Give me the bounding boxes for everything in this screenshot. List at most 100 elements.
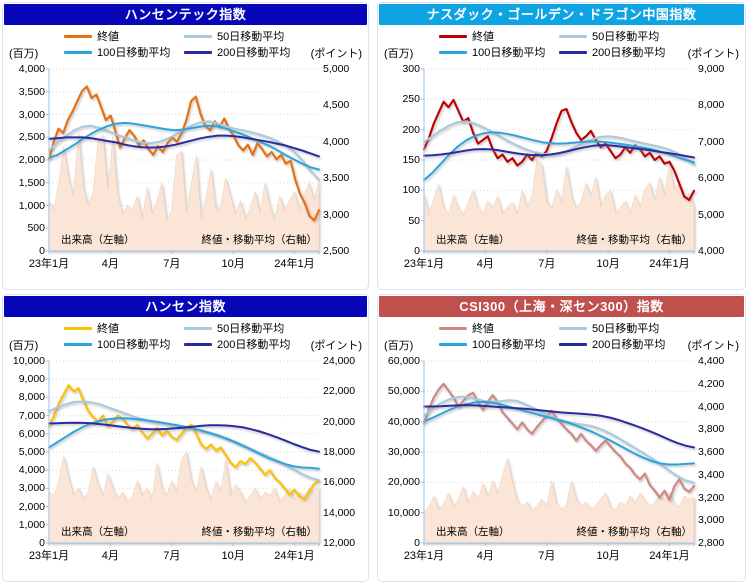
right-axis-tick: 4,400 <box>698 355 725 367</box>
price-axis-note: 終値・移動平均（右軸） <box>576 234 693 246</box>
ma50-line-swatch <box>559 34 587 38</box>
legend-item-ma50: 50日移動平均 <box>184 29 284 43</box>
right-axis-tick: 3,400 <box>698 468 725 481</box>
left-axis-tick: 4,000 <box>18 464 45 477</box>
chart-title-bar: ナスダック・ゴールデン・ドラゴン中国指数 <box>379 4 744 25</box>
right-axis-tick: 18,000 <box>323 446 356 458</box>
legend-item-ma50: 50日移動平均 <box>559 29 659 43</box>
legend-label-ma100: 100日移動平均 <box>472 47 546 59</box>
legend-label-ma200: 200日移動平均 <box>592 339 666 351</box>
x-axis-tick: 24年1月 <box>649 258 690 270</box>
chart-title-bar: ハンセンテック指数 <box>4 4 367 25</box>
chart-title: ナスダック・ゴールデン・ドラゴン中国指数 <box>426 7 697 22</box>
right-axis-tick: 24,000 <box>323 355 356 367</box>
left-axis-tick: 50 <box>408 214 420 227</box>
right-axis-tick: 3,500 <box>323 172 350 185</box>
legend-label-ma50: 50日移動平均 <box>592 323 660 335</box>
left-axis-tick: 0 <box>414 537 420 549</box>
x-axis-tick: 10月 <box>221 550 245 562</box>
close-line <box>422 98 696 202</box>
x-axis-tick: 7月 <box>163 258 181 270</box>
legend-label-ma200: 200日移動平均 <box>217 339 291 351</box>
legend-item-ma200: 200日移動平均 <box>184 337 290 351</box>
right-axis-tick: 4,000 <box>698 400 725 413</box>
right-axis-tick: 4,000 <box>698 245 725 257</box>
price-axis-note: 終値・移動平均（右軸） <box>201 526 318 538</box>
left-axis-tick: 60,000 <box>387 355 420 367</box>
chart-body: 終値 50日移動平均 100日移動平均 200日移動平均 (百万) (ポイント)… <box>3 26 368 288</box>
right-axis-unit: (ポイント) <box>310 48 362 60</box>
chart-title-bar: ハンセン指数 <box>4 296 367 317</box>
legend-label-ma50: 50日移動平均 <box>217 323 285 335</box>
close-line-swatch <box>64 326 92 330</box>
legend-item-close: 終値 <box>439 29 494 43</box>
right-axis-tick: 12,000 <box>323 537 356 549</box>
ma100-line-swatch <box>64 50 92 54</box>
right-axis-tick: 3,600 <box>698 446 725 458</box>
x-axis-tick: 23年1月 <box>28 550 70 562</box>
volume-axis-note: 出来高（左軸） <box>61 526 135 538</box>
plot-area <box>46 360 321 546</box>
left-axis-tick: 4,000 <box>18 63 45 75</box>
left-axis-tick: 0 <box>39 537 45 549</box>
left-axis-tick: 40,000 <box>387 415 420 428</box>
left-axis-tick: 2,000 <box>18 500 45 513</box>
ma200-line-swatch <box>559 50 587 54</box>
right-axis-tick: 5,000 <box>323 63 350 75</box>
left-axis-tick: 2,500 <box>18 131 45 144</box>
legend-label-close: 終値 <box>97 31 119 43</box>
plot-area <box>421 360 696 546</box>
ma200-line-swatch <box>184 50 212 54</box>
legend-label-close: 終値 <box>472 323 494 335</box>
x-axis-tick: 24年1月 <box>274 550 315 562</box>
ma200-line <box>423 404 695 449</box>
ma200-line <box>48 421 320 453</box>
ma100-line <box>423 131 695 181</box>
x-axis-tick: 7月 <box>163 550 181 562</box>
price-axis-note: 終値・移動平均（右軸） <box>201 234 318 246</box>
left-axis-tick: 1,500 <box>18 176 45 189</box>
left-axis-unit: (百万) <box>384 48 414 60</box>
right-axis-tick: 2,500 <box>323 245 350 257</box>
right-axis-tick: 4,000 <box>323 135 350 148</box>
legend-label-ma100: 100日移動平均 <box>472 339 546 351</box>
left-axis-unit: (百万) <box>9 340 39 352</box>
x-axis-tick: 24年1月 <box>649 550 690 562</box>
right-axis-tick: 4,200 <box>698 377 725 390</box>
left-axis-tick: 200 <box>402 123 420 136</box>
plot-area <box>421 68 696 254</box>
right-axis-tick: 5,000 <box>698 208 725 221</box>
left-axis-tick: 1,000 <box>18 199 45 212</box>
x-axis-tick: 7月 <box>538 550 556 562</box>
ma100-line <box>48 121 320 171</box>
legend-label-ma100: 100日移動平均 <box>97 47 171 59</box>
right-axis-tick: 22,000 <box>323 385 356 398</box>
left-axis-tick: 100 <box>402 184 420 197</box>
legend-item-ma100: 100日移動平均 <box>439 337 545 351</box>
x-axis-tick: 23年1月 <box>403 550 445 562</box>
chart-body: 終値 50日移動平均 100日移動平均 200日移動平均 (百万) (ポイント)… <box>378 318 745 580</box>
ma100-line-swatch <box>439 342 467 346</box>
chart-title: ハンセン指数 <box>144 299 226 314</box>
legend-item-close: 終値 <box>439 321 494 335</box>
left-axis-tick: 6,000 <box>18 427 45 440</box>
left-axis-tick: 3,000 <box>18 108 45 121</box>
right-axis-tick: 2,800 <box>698 537 725 549</box>
ma200-line <box>48 134 320 158</box>
left-axis-tick: 30,000 <box>387 446 420 458</box>
right-axis-tick: 7,000 <box>698 135 725 148</box>
legend-item-ma100: 100日移動平均 <box>64 45 170 59</box>
legend-label-ma50: 50日移動平均 <box>217 31 285 43</box>
right-axis-tick: 3,800 <box>698 423 725 436</box>
left-axis-tick: 2,000 <box>18 154 45 166</box>
legend-item-ma200: 200日移動平均 <box>559 45 665 59</box>
legend-label-ma100: 100日移動平均 <box>97 339 171 351</box>
left-axis-tick: 10,000 <box>12 355 45 367</box>
chart-body: 終値 50日移動平均 100日移動平均 200日移動平均 (百万) (ポイント)… <box>378 26 745 288</box>
volume-axis-note: 出来高（左軸） <box>61 234 135 246</box>
left-axis-tick: 7,000 <box>18 409 45 422</box>
x-axis-tick: 23年1月 <box>403 258 445 270</box>
left-axis-tick: 20,000 <box>387 476 420 489</box>
ma200-line <box>423 144 695 159</box>
chart-panel: ハンセンテック指数 終値 50日移動平均 100日移動平均 200日移動平均 (… <box>2 2 369 290</box>
